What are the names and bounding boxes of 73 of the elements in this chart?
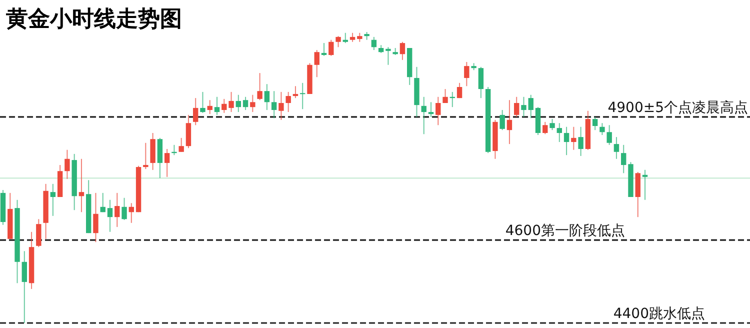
ref-line-label: 4400跳水低点 xyxy=(613,306,705,322)
candlestick xyxy=(286,91,291,113)
candlestick xyxy=(386,46,391,66)
candlestick xyxy=(456,82,462,99)
candlestick xyxy=(621,144,626,174)
candlestick xyxy=(614,136,620,160)
candlestick xyxy=(242,96,248,110)
candlestick xyxy=(36,218,42,248)
candlestick xyxy=(514,96,520,118)
candlestick xyxy=(556,122,562,142)
candlestick xyxy=(100,192,106,213)
candlestick xyxy=(571,126,576,150)
candlestick xyxy=(228,91,234,113)
candlestick xyxy=(592,116,598,131)
candlestick xyxy=(428,102,434,118)
candlestick xyxy=(606,124,612,146)
candlestick xyxy=(350,32,356,42)
candlestick xyxy=(328,39,334,56)
candlestick xyxy=(250,94,256,113)
candlestick xyxy=(193,98,198,126)
candlestick xyxy=(478,66,484,99)
candlestick xyxy=(264,84,270,110)
candlestick xyxy=(157,137,163,179)
candlestick xyxy=(22,250,27,324)
candlestick xyxy=(207,100,212,115)
candlestick xyxy=(442,88,448,104)
candlestick xyxy=(257,72,262,101)
candlestick xyxy=(314,50,320,78)
candlestick xyxy=(336,36,341,48)
candlestick xyxy=(436,96,441,126)
candlestick xyxy=(464,61,470,87)
candlestick xyxy=(164,148,170,178)
candlestick xyxy=(550,118,555,131)
ref-line-label: 4600第一阶段低点 xyxy=(505,223,625,240)
candlestick xyxy=(107,199,113,232)
candlestick xyxy=(186,114,192,149)
candlestick xyxy=(421,96,426,135)
candlestick xyxy=(357,32,362,42)
candlestick xyxy=(114,192,120,228)
candlestick xyxy=(521,96,526,118)
candlestick xyxy=(178,137,184,152)
candlestick xyxy=(222,98,227,114)
candlestick xyxy=(50,183,56,216)
candlestick xyxy=(200,91,206,114)
candlestick xyxy=(172,144,177,156)
ref-line-label: 4900±5个点凌晨高点 xyxy=(608,100,748,116)
candlestick xyxy=(578,126,584,156)
candlestick xyxy=(500,109,505,131)
candlestick xyxy=(564,126,570,156)
candlestick xyxy=(143,142,148,170)
candlestick xyxy=(542,121,548,135)
candlestick xyxy=(93,192,98,243)
candlestick xyxy=(64,149,70,180)
candlestick xyxy=(635,171,640,218)
candlestick xyxy=(400,41,406,60)
candlestick xyxy=(78,158,84,213)
candlestick xyxy=(342,32,348,44)
candlestick xyxy=(214,96,220,116)
candlestick xyxy=(278,91,284,120)
candlestick xyxy=(600,122,605,136)
candlestick xyxy=(642,169,648,200)
candlestick xyxy=(292,86,298,99)
candlestick xyxy=(236,94,241,113)
candlestick xyxy=(506,100,512,145)
candlestick xyxy=(128,202,134,224)
candlestick xyxy=(371,36,377,51)
chart-title: 黄金小时线走势图 xyxy=(5,7,182,32)
candlestick xyxy=(300,82,306,110)
candlestick xyxy=(528,94,534,119)
candlestick xyxy=(321,42,327,56)
candlestick xyxy=(122,197,127,220)
candlestick xyxy=(271,90,277,119)
candlestick xyxy=(150,132,156,170)
